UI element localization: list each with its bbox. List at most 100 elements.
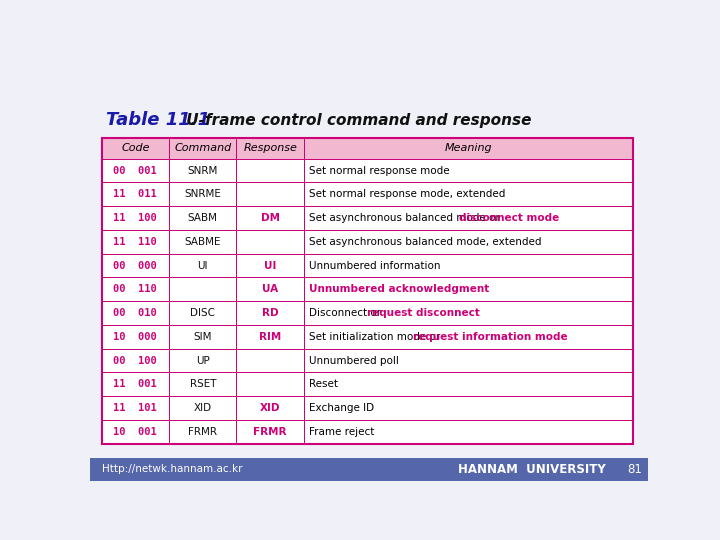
Text: 00  010: 00 010 (114, 308, 157, 318)
Bar (169, 138, 236, 159)
Bar (304, 138, 632, 159)
Text: request information mode: request information mode (413, 332, 567, 342)
Text: disconnect mode: disconnect mode (459, 213, 559, 223)
Bar (304, 206, 632, 230)
Bar (236, 373, 304, 396)
Bar (236, 230, 304, 254)
Bar (102, 349, 169, 373)
Text: 00  001: 00 001 (114, 166, 157, 176)
Text: SNRME: SNRME (184, 190, 221, 199)
Bar (102, 301, 169, 325)
Bar (102, 138, 632, 444)
Text: 81: 81 (627, 463, 642, 476)
Bar (236, 159, 304, 183)
Bar (304, 420, 632, 444)
Bar (236, 420, 304, 444)
Bar (169, 278, 236, 301)
Text: Unnumbered acknowledgment: Unnumbered acknowledgment (309, 285, 489, 294)
Bar (90, 457, 648, 481)
Text: Frame reject: Frame reject (309, 427, 374, 437)
Bar (304, 230, 632, 254)
Bar (236, 301, 304, 325)
Text: Command: Command (174, 143, 231, 153)
Text: 11  110: 11 110 (114, 237, 157, 247)
Bar (304, 254, 632, 278)
Text: Unnumbered information: Unnumbered information (309, 261, 440, 271)
Text: RIM: RIM (259, 332, 282, 342)
Text: 11  101: 11 101 (114, 403, 157, 413)
Text: Unnumbered poll: Unnumbered poll (309, 355, 398, 366)
Text: Reset: Reset (309, 379, 338, 389)
Text: Code: Code (121, 143, 150, 153)
Text: SNRM: SNRM (188, 166, 218, 176)
Bar (169, 373, 236, 396)
Bar (236, 206, 304, 230)
Text: DM: DM (261, 213, 279, 223)
Text: 11  100: 11 100 (114, 213, 157, 223)
Text: UI: UI (197, 261, 208, 271)
Bar (169, 206, 236, 230)
Text: 10  001: 10 001 (114, 427, 157, 437)
Bar (304, 325, 632, 349)
Text: Set asynchronous balanced mode, extended: Set asynchronous balanced mode, extended (309, 237, 541, 247)
Bar (169, 159, 236, 183)
Bar (236, 278, 304, 301)
Bar (169, 349, 236, 373)
Text: HANNAM  UNIVERSITY: HANNAM UNIVERSITY (458, 463, 606, 476)
Text: Set normal response mode: Set normal response mode (309, 166, 449, 176)
Bar (102, 373, 169, 396)
Text: XID: XID (260, 403, 280, 413)
Text: FRMR: FRMR (253, 427, 287, 437)
Text: RD: RD (262, 308, 279, 318)
Text: FRMR: FRMR (188, 427, 217, 437)
Bar (169, 254, 236, 278)
Bar (169, 420, 236, 444)
Bar (236, 349, 304, 373)
Bar (102, 206, 169, 230)
Text: Exchange ID: Exchange ID (309, 403, 374, 413)
Bar (304, 301, 632, 325)
Bar (304, 159, 632, 183)
Bar (236, 254, 304, 278)
Text: Set normal response mode, extended: Set normal response mode, extended (309, 190, 505, 199)
Bar (304, 183, 632, 206)
Text: Meaning: Meaning (444, 143, 492, 153)
Bar (102, 138, 169, 159)
Text: Table 11.1: Table 11.1 (106, 111, 210, 129)
Bar (102, 420, 169, 444)
Bar (102, 325, 169, 349)
Text: UA: UA (262, 285, 278, 294)
Text: 10  000: 10 000 (114, 332, 157, 342)
Bar (169, 301, 236, 325)
Text: SABM: SABM (188, 213, 217, 223)
Bar (169, 183, 236, 206)
Text: DISC: DISC (190, 308, 215, 318)
Text: request disconnect: request disconnect (367, 308, 480, 318)
Bar (102, 254, 169, 278)
Text: XID: XID (194, 403, 212, 413)
Bar (102, 183, 169, 206)
Text: 00  100: 00 100 (114, 355, 157, 366)
Bar (169, 230, 236, 254)
Text: Disconnect or: Disconnect or (309, 308, 384, 318)
Text: SIM: SIM (194, 332, 212, 342)
Text: 00  110: 00 110 (114, 285, 157, 294)
Text: Http://netwk.hannam.ac.kr: Http://netwk.hannam.ac.kr (102, 464, 242, 474)
Text: 11  001: 11 001 (114, 379, 157, 389)
Text: Set asynchronous balanced mode or: Set asynchronous balanced mode or (309, 213, 503, 223)
Text: Set initialization mode or: Set initialization mode or (309, 332, 443, 342)
Bar (102, 278, 169, 301)
Bar (304, 373, 632, 396)
Bar (236, 138, 304, 159)
Bar (169, 325, 236, 349)
Text: U-frame control command and response: U-frame control command and response (181, 113, 531, 128)
Bar (236, 396, 304, 420)
Text: SABME: SABME (184, 237, 221, 247)
Bar (304, 396, 632, 420)
Bar (102, 159, 169, 183)
Text: 00  000: 00 000 (114, 261, 157, 271)
Bar (102, 230, 169, 254)
Text: UP: UP (196, 355, 210, 366)
Bar (236, 183, 304, 206)
Bar (304, 349, 632, 373)
